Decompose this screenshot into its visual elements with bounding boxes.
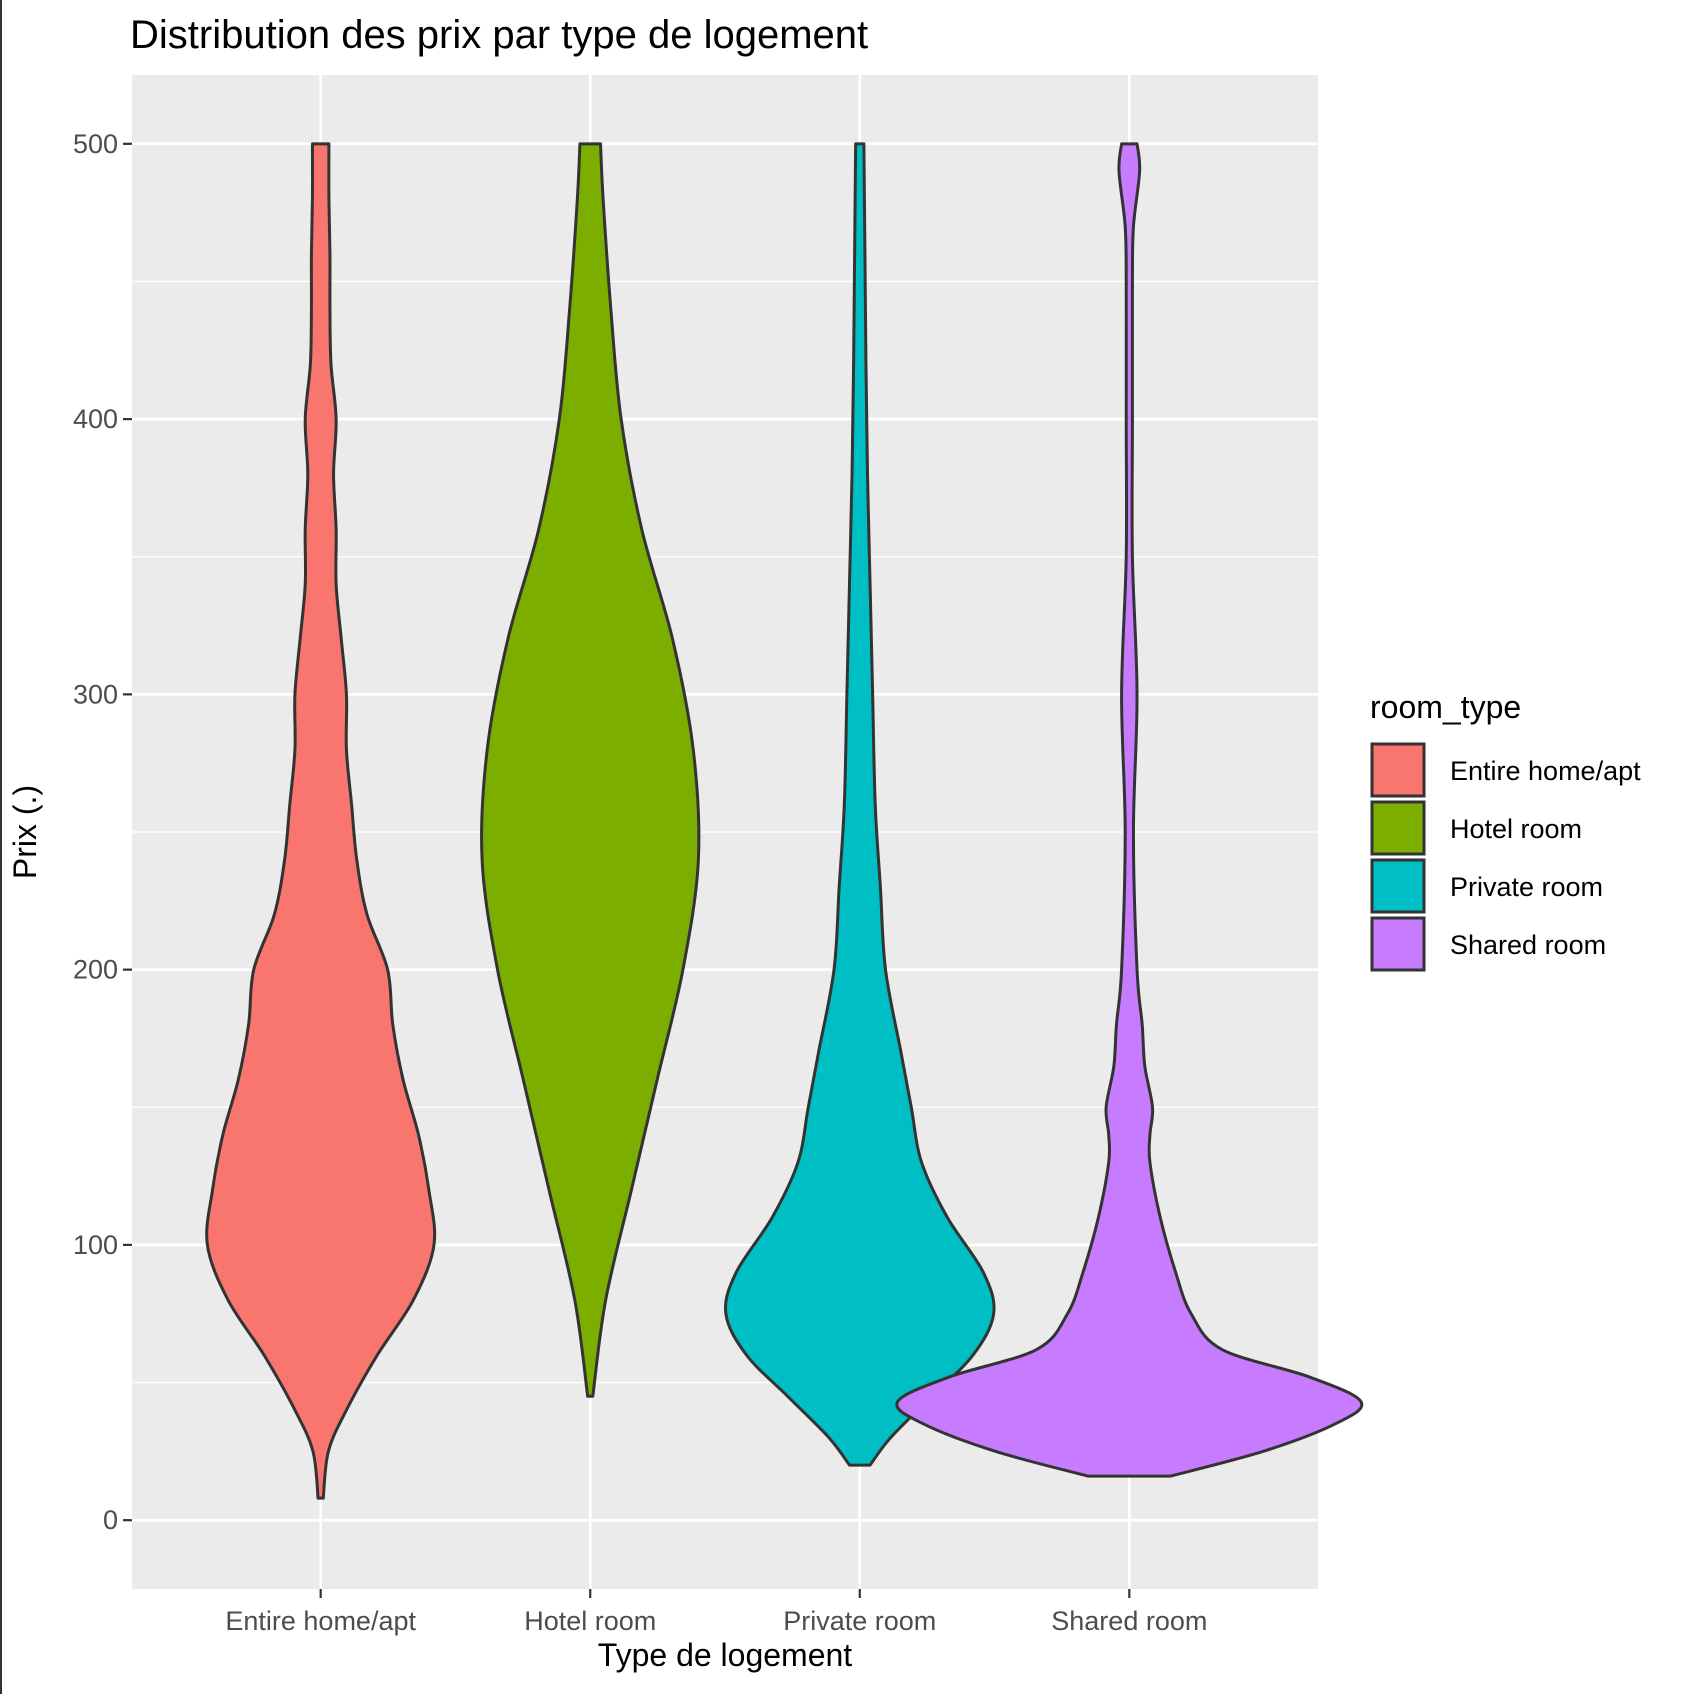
x-axis-title: Type de logement bbox=[598, 1637, 853, 1673]
y-tick-label: 100 bbox=[73, 1230, 118, 1260]
legend-key bbox=[1370, 742, 1426, 798]
legend: room_type Entire home/apt Hotel room Priva… bbox=[1370, 689, 1641, 972]
legend-label: Private room bbox=[1450, 872, 1603, 902]
legend-label: Entire home/apt bbox=[1450, 756, 1641, 786]
legend-key bbox=[1370, 858, 1426, 914]
legend-key bbox=[1370, 800, 1426, 856]
violins bbox=[205, 142, 1364, 1500]
y-tick-label: 500 bbox=[73, 129, 118, 159]
left-border-rule bbox=[0, 0, 2, 1694]
y-tick-label: 200 bbox=[73, 955, 118, 985]
legend-title: room_type bbox=[1370, 689, 1521, 725]
x-tick-label: Private room bbox=[783, 1606, 936, 1636]
legend-key bbox=[1370, 916, 1426, 972]
violin-private-room bbox=[724, 142, 996, 1467]
y-axis-title: Prix (.) bbox=[7, 785, 43, 879]
y-tick-label: 0 bbox=[103, 1505, 118, 1535]
x-tick-label: Shared room bbox=[1051, 1606, 1207, 1636]
chart-title: Distribution des prix par type de logeme… bbox=[130, 13, 868, 57]
x-axis: Entire home/apt Hotel room Private room Sha… bbox=[225, 1589, 1207, 1636]
x-tick-label: Hotel room bbox=[524, 1606, 656, 1636]
y-axis: 0 100 200 300 400 500 bbox=[73, 129, 132, 1535]
violin-entire-home-apt bbox=[205, 142, 437, 1500]
violin-hotel-room bbox=[480, 142, 701, 1398]
violin-shared-room bbox=[895, 142, 1364, 1478]
y-tick-label: 300 bbox=[73, 679, 118, 709]
legend-label: Hotel room bbox=[1450, 814, 1582, 844]
y-tick-label: 400 bbox=[73, 404, 118, 434]
x-tick-label: Entire home/apt bbox=[225, 1606, 416, 1636]
legend-label: Shared room bbox=[1450, 930, 1606, 960]
